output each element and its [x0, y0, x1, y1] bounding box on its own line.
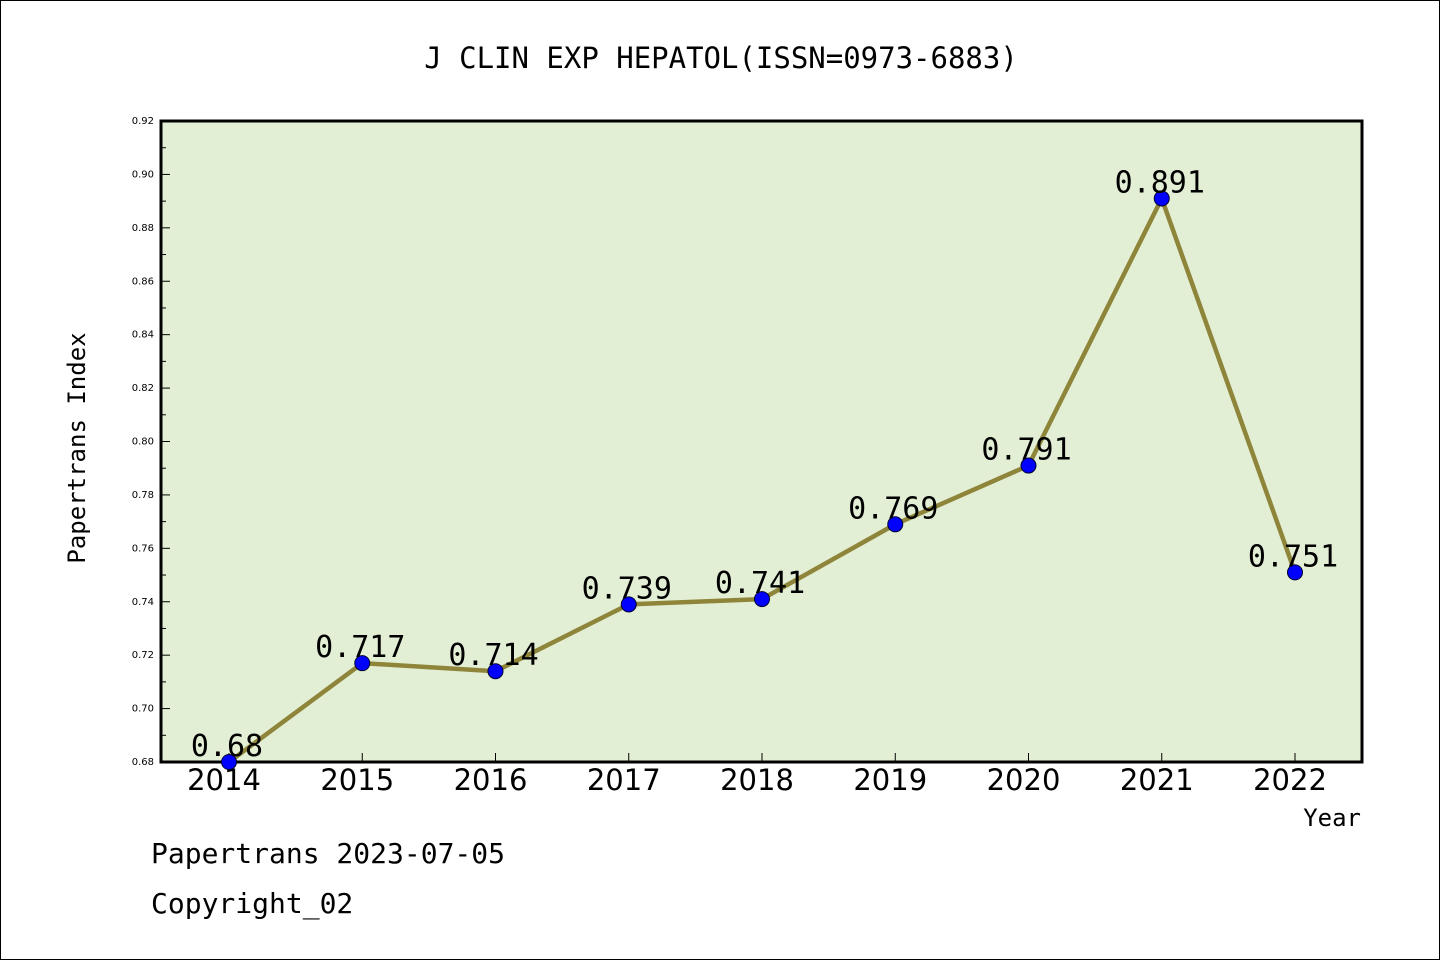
y-tick-label: 0.68	[132, 757, 154, 768]
y-tick-label: 0.92	[132, 116, 154, 127]
y-tick-label: 0.84	[132, 330, 154, 341]
data-label: 0.791	[981, 433, 1071, 468]
x-tick-label: 2015	[320, 763, 394, 797]
data-label: 0.891	[1115, 165, 1205, 200]
data-label: 0.68	[191, 729, 263, 764]
data-point	[1287, 564, 1303, 581]
data-point	[354, 655, 371, 672]
data-label: 0.751	[1248, 539, 1338, 574]
data-label: 0.739	[582, 571, 672, 606]
data-point	[487, 663, 504, 680]
x-tick-label: 2020	[987, 763, 1061, 797]
y-tick-label: 0.78	[132, 490, 154, 501]
y-tick-label: 0.70	[132, 704, 154, 715]
data-point	[1153, 190, 1170, 207]
y-tick-label: 0.86	[132, 276, 154, 287]
y-axis-label: Papertrans Index	[63, 332, 91, 563]
data-point	[620, 596, 637, 613]
footer-date: Papertrans 2023-07-05	[151, 837, 506, 870]
y-tick-label: 0.76	[132, 543, 154, 554]
x-tick-label: 2018	[720, 763, 794, 797]
data-markers	[221, 190, 1303, 770]
x-axis-ticks: 2014 2015 2016 2017 2018 2019 2020 2021 2022	[187, 753, 1327, 797]
x-tick-label: 2019	[853, 763, 927, 797]
data-label: 0.769	[848, 491, 938, 526]
data-point	[221, 754, 237, 770]
x-axis-label: Year	[1303, 804, 1361, 832]
plot-area	[159, 119, 1364, 764]
y-tick-label: 0.82	[132, 383, 154, 394]
data-point	[1020, 457, 1037, 474]
data-point	[754, 591, 770, 608]
data-label: 0.717	[315, 630, 405, 665]
chart-title: J CLIN EXP HEPATOL(ISSN=0973-6883)	[424, 41, 1018, 75]
y-tick-label: 0.74	[132, 597, 154, 608]
x-tick-label: 2014	[187, 763, 261, 797]
data-label: 0.714	[448, 638, 538, 673]
x-tick-label: 2017	[587, 763, 661, 797]
x-tick-label: 2022	[1253, 763, 1327, 797]
x-tick-label: 2021	[1120, 763, 1194, 797]
y-tick-label: 0.72	[132, 650, 154, 661]
y-tick-label: 0.88	[132, 223, 154, 234]
y-axis-ticks: 0.68 0.70 0.72 0.74 0.76 0.78 0.80 0.82 0.84 0.86…	[132, 116, 170, 768]
y-tick-label: 0.80	[132, 437, 154, 448]
x-tick-label: 2016	[454, 763, 528, 797]
footer-copyright: Copyright_02	[151, 887, 354, 920]
data-label: 0.741	[715, 566, 805, 601]
data-labels: 0.68 0.717 0.714 0.739 0.741 0.769 0.791 0.891 0…	[191, 165, 1338, 764]
y-tick-label: 0.90	[132, 169, 154, 180]
data-point	[887, 516, 904, 533]
